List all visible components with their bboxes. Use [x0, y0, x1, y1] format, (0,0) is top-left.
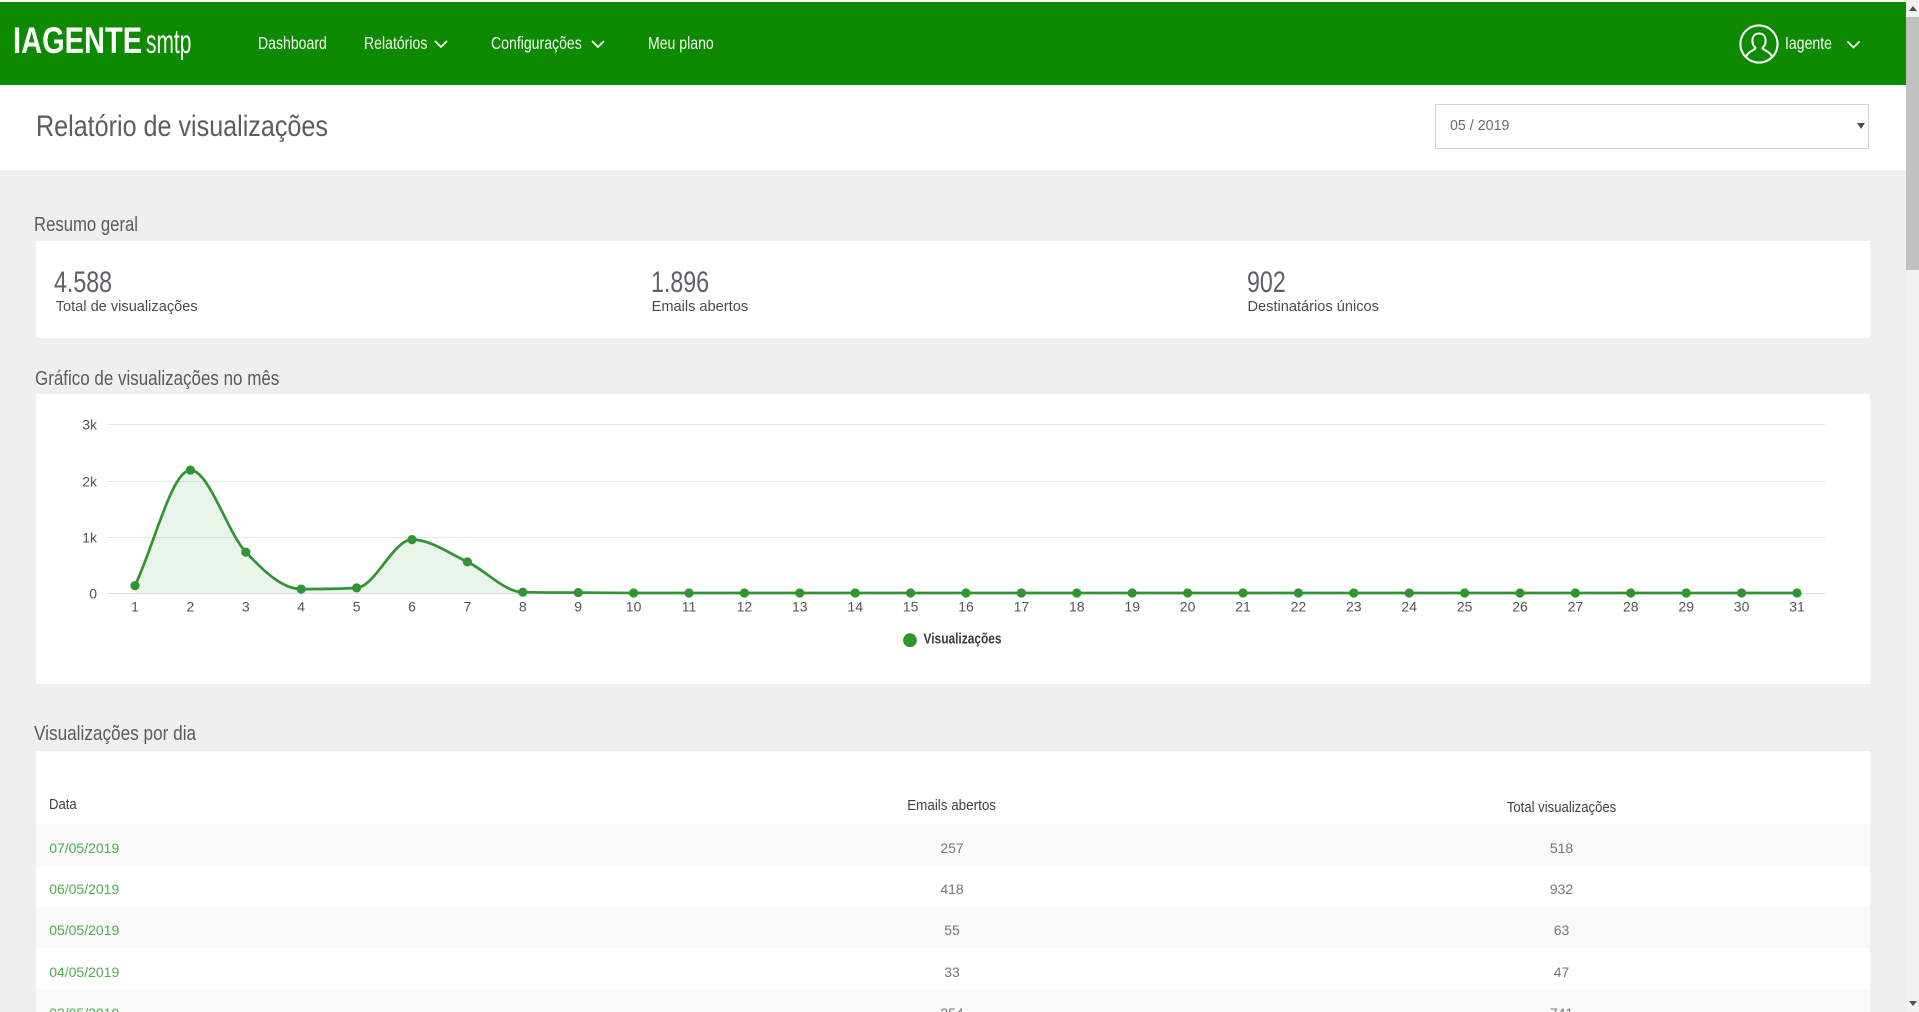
svg-text:25: 25: [1457, 599, 1473, 615]
svg-text:3k: 3k: [82, 417, 98, 433]
svg-text:31: 31: [1789, 599, 1805, 615]
svg-text:23: 23: [1346, 599, 1362, 615]
svg-text:20: 20: [1180, 599, 1196, 615]
svg-text:14: 14: [847, 599, 863, 615]
svg-text:Visualizações: Visualizações: [924, 631, 1002, 647]
svg-text:24: 24: [1401, 599, 1417, 615]
svg-text:21: 21: [1235, 599, 1251, 615]
svg-text:16: 16: [958, 599, 974, 615]
svg-text:10: 10: [626, 599, 642, 615]
svg-text:8: 8: [519, 599, 527, 615]
svg-text:22: 22: [1291, 599, 1307, 615]
svg-text:0: 0: [89, 586, 97, 602]
svg-text:2: 2: [187, 599, 195, 615]
svg-text:12: 12: [737, 599, 753, 615]
svg-text:27: 27: [1568, 599, 1584, 615]
svg-text:29: 29: [1678, 599, 1694, 615]
svg-text:13: 13: [792, 599, 808, 615]
svg-text:18: 18: [1069, 599, 1085, 615]
svg-text:5: 5: [353, 599, 361, 615]
svg-text:6: 6: [408, 599, 416, 615]
svg-text:19: 19: [1124, 599, 1140, 615]
svg-text:3: 3: [242, 599, 250, 615]
svg-text:15: 15: [903, 599, 919, 615]
svg-text:11: 11: [682, 599, 697, 615]
svg-text:2k: 2k: [82, 474, 98, 490]
svg-text:17: 17: [1014, 599, 1030, 615]
svg-text:30: 30: [1734, 599, 1750, 615]
svg-text:26: 26: [1512, 599, 1528, 615]
svg-text:1: 1: [131, 599, 139, 615]
svg-text:4: 4: [297, 599, 305, 615]
svg-text:1k: 1k: [82, 530, 98, 546]
svg-text:7: 7: [464, 599, 472, 615]
svg-text:28: 28: [1623, 599, 1639, 615]
svg-text:9: 9: [574, 599, 582, 615]
